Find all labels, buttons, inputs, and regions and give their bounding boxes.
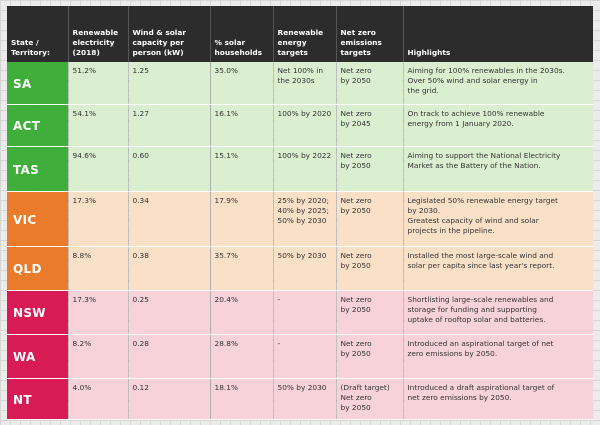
capacity-cell: 0.38 xyxy=(128,246,211,291)
highlights-cell: On track to achieve 100% renewable energ… xyxy=(403,104,593,147)
capacity-cell: 1.25 xyxy=(128,62,211,105)
header-renewable-targets: Renewable energy targets xyxy=(273,6,337,62)
nz-target-cell: (Draft target) Net zero by 2050 xyxy=(336,378,404,420)
nz-target-cell: Net zero by 2050 xyxy=(336,246,404,291)
state-cell: ACT xyxy=(7,104,69,147)
re-target-cell: - xyxy=(273,290,337,335)
solar-cell: 16.1% xyxy=(210,104,274,147)
header-highlights: Highlights xyxy=(403,6,593,62)
state-cell: QLD xyxy=(7,246,69,291)
capacity-cell: 0.34 xyxy=(128,191,211,247)
solar-cell: 15.1% xyxy=(210,146,274,192)
renewable-cell: 94.6% xyxy=(68,146,129,192)
capacity-cell: 0.25 xyxy=(128,290,211,335)
nz-target-cell: Net zero by 2045 xyxy=(336,104,404,147)
header-capacity-per-person: Wind & solar capacity per person (kW) xyxy=(128,6,211,62)
renewable-cell: 4.0% xyxy=(68,378,129,420)
highlights-cell: Introduced an aspirational target of net… xyxy=(403,334,593,379)
capacity-cell: 0.12 xyxy=(128,378,211,420)
nz-target-cell: Net zero by 2050 xyxy=(336,62,404,105)
table-row-nt: NT 4.0% 0.12 18.1% 50% by 2030 (Draft ta… xyxy=(7,378,593,420)
solar-cell: 20.4% xyxy=(210,290,274,335)
solar-cell: 35.7% xyxy=(210,246,274,291)
header-solar-households: % solar households xyxy=(210,6,274,62)
capacity-cell: 0.60 xyxy=(128,146,211,192)
renewables-table: State / Territory: Renewable electricity… xyxy=(7,6,593,420)
re-target-cell: 50% by 2030 xyxy=(273,246,337,291)
state-cell: TAS xyxy=(7,146,69,192)
nz-target-cell: Net zero by 2050 xyxy=(336,146,404,192)
table-row-nsw: NSW 17.3% 0.25 20.4% - Net zero by 2050 … xyxy=(7,290,593,335)
header-state: State / Territory: xyxy=(7,6,69,62)
nz-target-cell: Net zero by 2050 xyxy=(336,290,404,335)
table-row-wa: WA 8.2% 0.28 28.8% - Net zero by 2050 In… xyxy=(7,334,593,379)
header-renewable-electricity: Renewable electricity (2018) xyxy=(68,6,129,62)
nz-target-cell: Net zero by 2050 xyxy=(336,191,404,247)
solar-cell: 35.0% xyxy=(210,62,274,105)
re-target-cell: 50% by 2030 xyxy=(273,378,337,420)
state-cell: SA xyxy=(7,62,69,105)
highlights-cell: Introduced a draft aspirational target o… xyxy=(403,378,593,420)
renewable-cell: 17.3% xyxy=(68,290,129,335)
renewable-cell: 8.8% xyxy=(68,246,129,291)
renewable-cell: 54.1% xyxy=(68,104,129,147)
highlights-cell: Installed the most large-scale wind and … xyxy=(403,246,593,291)
table-row-tas: TAS 94.6% 0.60 15.1% 100% by 2022 Net ze… xyxy=(7,146,593,192)
state-cell: NT xyxy=(7,378,69,420)
state-cell: WA xyxy=(7,334,69,379)
solar-cell: 28.8% xyxy=(210,334,274,379)
header-row: State / Territory: Renewable electricity… xyxy=(7,6,593,62)
highlights-cell: Aiming for 100% renewables in the 2030s.… xyxy=(403,62,593,105)
re-target-cell: 100% by 2022 xyxy=(273,146,337,192)
re-target-cell: 25% by 2020; 40% by 2025; 50% by 2030 xyxy=(273,191,337,247)
state-cell: VIC xyxy=(7,191,69,247)
re-target-cell: Net 100% in the 2030s xyxy=(273,62,337,105)
solar-cell: 17.9% xyxy=(210,191,274,247)
table-row-vic: VIC 17.3% 0.34 17.9% 25% by 2020; 40% by… xyxy=(7,191,593,247)
capacity-cell: 0.28 xyxy=(128,334,211,379)
re-target-cell: 100% by 2020 xyxy=(273,104,337,147)
table-row-act: ACT 54.1% 1.27 16.1% 100% by 2020 Net ze… xyxy=(7,104,593,147)
renewable-cell: 17.3% xyxy=(68,191,129,247)
solar-cell: 18.1% xyxy=(210,378,274,420)
re-target-cell: - xyxy=(273,334,337,379)
highlights-cell: Aiming to support the National Electrici… xyxy=(403,146,593,192)
table-row-sa: SA 51.2% 1.25 35.0% Net 100% in the 2030… xyxy=(7,62,593,105)
renewable-cell: 8.2% xyxy=(68,334,129,379)
nz-target-cell: Net zero by 2050 xyxy=(336,334,404,379)
table-row-qld: QLD 8.8% 0.38 35.7% 50% by 2030 Net zero… xyxy=(7,246,593,291)
header-net-zero-targets: Net zero emissions targets xyxy=(336,6,404,62)
highlights-cell: Legislated 50% renewable energy target b… xyxy=(403,191,593,247)
state-cell: NSW xyxy=(7,290,69,335)
renewable-cell: 51.2% xyxy=(68,62,129,105)
capacity-cell: 1.27 xyxy=(128,104,211,147)
highlights-cell: Shortlisting large-scale renewables and … xyxy=(403,290,593,335)
